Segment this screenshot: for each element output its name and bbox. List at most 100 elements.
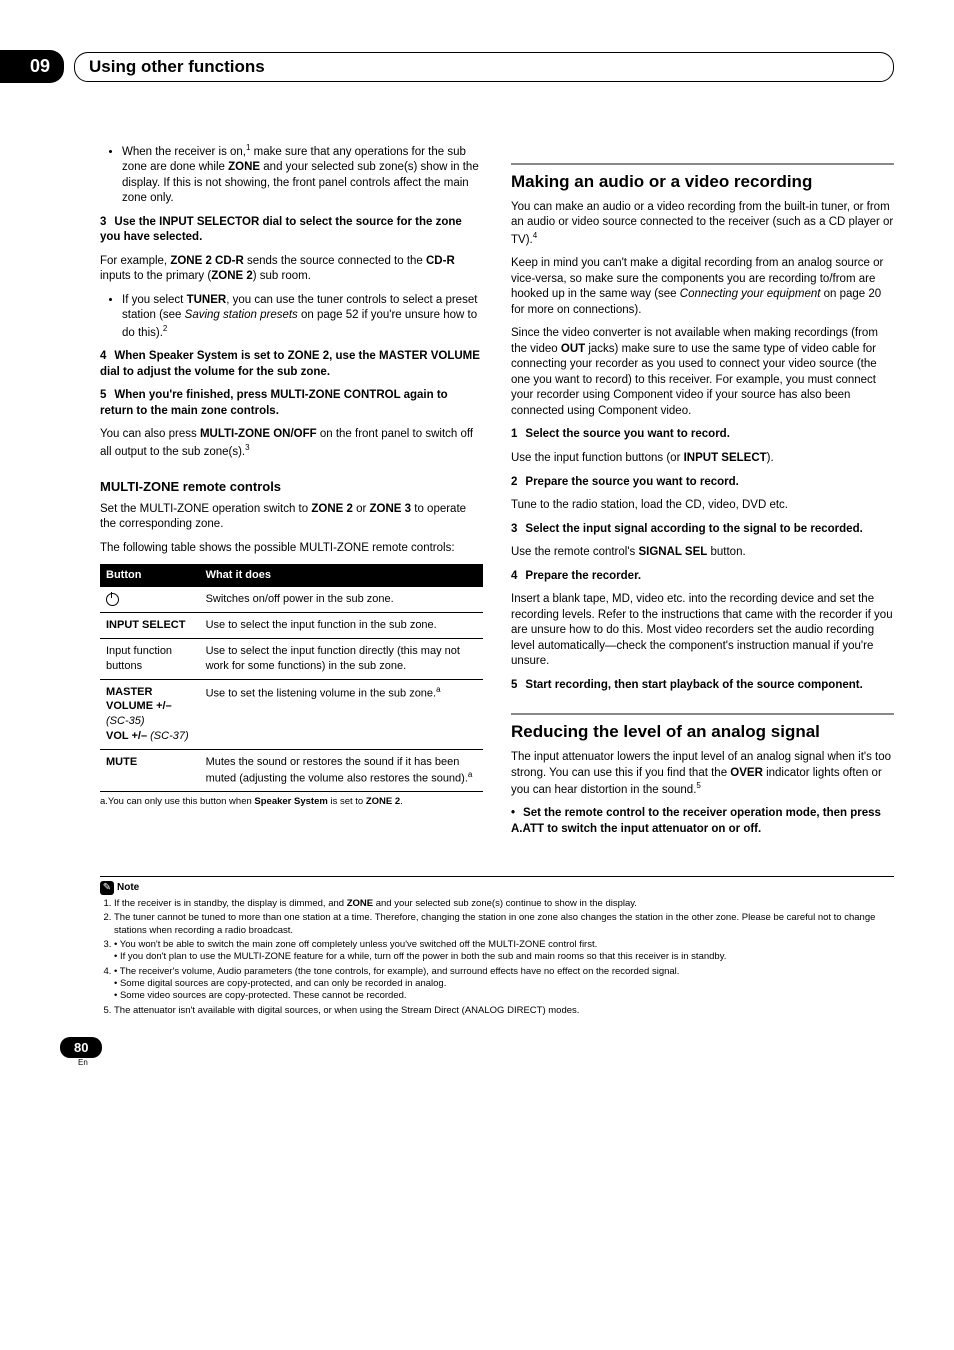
step-4-title: 4When Speaker System is set to ZONE 2, u… (100, 349, 483, 380)
text: is set to (328, 796, 366, 807)
text: • Some digital sources are copy-protecte… (114, 978, 446, 989)
text: Use the INPUT SELECTOR dial to select th… (100, 216, 462, 244)
cell: MUTE (100, 749, 200, 791)
table-header-row: Button What it does (100, 564, 483, 587)
cell: Use to select the input function in the … (200, 613, 483, 639)
table-row: Input function buttons Use to select the… (100, 638, 483, 679)
note-item: • You won't be able to switch the main z… (114, 939, 894, 964)
text: Set the MULTI-ZONE operation switch to (100, 503, 311, 515)
text: a.You can only use this button when (100, 796, 254, 807)
text: • The receiver's volume, Audio parameter… (114, 966, 679, 977)
section-recording-p3: Since the video converter is not availab… (511, 326, 894, 419)
text: TUNER (187, 294, 227, 306)
rec-step-4-title: 4Prepare the recorder. (511, 569, 894, 585)
text: If the receiver is in standby, the displ… (114, 898, 347, 909)
text: . (400, 796, 403, 807)
text: Mutes the sound or restores the sound if… (206, 756, 468, 785)
rec-step-1-title: 1Select the source you want to record. (511, 427, 894, 443)
text: Saving station presets (185, 309, 298, 321)
note-item: • The receiver's volume, Audio parameter… (114, 966, 894, 1003)
text: ) sub room. (253, 270, 311, 282)
text: INPUT SELECT (684, 452, 767, 464)
table-row: MASTER VOLUME +/– (SC-35) VOL +/– (SC-37… (100, 679, 483, 749)
rec-step-1-body: Use the input function buttons (or INPUT… (511, 451, 894, 467)
text: Speaker System (254, 796, 327, 807)
text: Start recording, then start playback of … (525, 679, 862, 691)
right-column: Making an audio or a video recording You… (511, 143, 894, 846)
text: Select the input signal according to the… (525, 523, 862, 535)
table-header: What it does (200, 564, 483, 587)
text: When Speaker System is set to ZONE 2, us… (100, 350, 480, 378)
rec-step-5-title: 5Start recording, then start playback of… (511, 678, 894, 694)
footnote-ref: a (468, 770, 472, 779)
page-footer: 80 En (60, 1037, 894, 1067)
notes-block: ✎Note If the receiver is in standby, the… (100, 876, 894, 1018)
rec-step-2-title: 2Prepare the source you want to record. (511, 475, 894, 491)
multizone-body: Set the MULTI-ZONE operation switch to Z… (100, 502, 483, 533)
text: sends the source connected to the (244, 255, 426, 267)
intro-bullet: When the receiver is on,1 make sure that… (122, 143, 483, 207)
cell: Input function buttons (100, 638, 200, 679)
step-5-body: You can also press MULTI-ZONE ON/OFF on … (100, 427, 483, 460)
table-header: Button (100, 564, 200, 587)
footnote-ref: 4 (533, 231, 537, 240)
multizone-subhead: MULTI-ZONE remote controls (100, 478, 483, 496)
cell: Use to select the input function directl… (200, 638, 483, 679)
text: CD-R (426, 255, 455, 267)
text: Prepare the recorder. (525, 570, 641, 582)
text: Use to set the listening volume in the s… (206, 687, 437, 699)
footnote-ref: 5 (696, 781, 700, 790)
text: • You won't be able to switch the main z… (114, 939, 597, 950)
text: MASTER VOLUME +/– (106, 686, 172, 713)
text: Connecting your equipment (680, 288, 821, 300)
cell (100, 587, 200, 612)
text: ZONE (228, 161, 260, 173)
text: INPUT SELECT (106, 619, 185, 631)
note-item: If the receiver is in standby, the displ… (114, 898, 894, 910)
power-icon (106, 593, 119, 606)
section-recording-p1: You can make an audio or a video recordi… (511, 200, 894, 248)
section-recording-head: Making an audio or a video recording (511, 163, 894, 194)
text: and your selected sub zone(s) continue t… (373, 898, 637, 909)
text: OUT (561, 343, 585, 355)
page-lang: En (78, 1058, 894, 1067)
text: For example, (100, 255, 170, 267)
table-intro: The following table shows the possible M… (100, 541, 483, 557)
rec-step-3-title: 3Select the input signal according to th… (511, 522, 894, 538)
table-footnote: a.You can only use this button when Spea… (100, 796, 483, 809)
text: • Some video sources are copy-protected.… (114, 990, 407, 1001)
section-reducing-p1: The input attenuator lowers the input le… (511, 750, 894, 798)
step-3-subbullet: If you select TUNER, you can use the tun… (122, 293, 483, 341)
footnote-ref: 2 (163, 324, 167, 333)
text: • If you don't plan to use the MULTI-ZON… (114, 951, 726, 962)
text: (SC-35) (106, 715, 145, 727)
text: You can also press (100, 428, 200, 440)
chapter-title: Using other functions (89, 57, 265, 76)
note-item: The attenuator isn't available with digi… (114, 1005, 894, 1017)
text: MUTE (106, 756, 137, 768)
text: MULTI-ZONE ON/OFF (200, 428, 317, 440)
cell: Mutes the sound or restores the sound if… (200, 749, 483, 791)
chapter-header: 09 Using other functions (100, 50, 894, 83)
table-row: MUTE Mutes the sound or restores the sou… (100, 749, 483, 791)
section-reducing-head: Reducing the level of an analog signal (511, 713, 894, 744)
text: When the receiver is on, (122, 146, 246, 158)
text: ZONE 3 (370, 503, 412, 515)
section-recording-p2: Keep in mind you can't make a digital re… (511, 256, 894, 318)
text: ZONE 2 (366, 796, 400, 807)
cell: MASTER VOLUME +/– (SC-35) VOL +/– (SC-37… (100, 679, 200, 749)
table-row: INPUT SELECT Use to select the input fun… (100, 613, 483, 639)
text: ZONE 2 CD-R (170, 255, 243, 267)
text: Use the input function buttons (or (511, 452, 684, 464)
step-5-title: 5When you're finished, press MULTI-ZONE … (100, 388, 483, 419)
left-column: When the receiver is on,1 make sure that… (100, 143, 483, 846)
footnote-ref: a (436, 685, 440, 694)
text: If you select (122, 294, 187, 306)
text: VOL +/– (106, 730, 147, 742)
footnote-ref: 3 (245, 443, 249, 452)
text: ZONE (347, 898, 373, 909)
step-3-body: For example, ZONE 2 CD-R sends the sourc… (100, 254, 483, 285)
cell: Use to set the listening volume in the s… (200, 679, 483, 749)
chapter-title-wrap: Using other functions (74, 52, 894, 82)
text: Prepare the source you want to record. (525, 476, 738, 488)
